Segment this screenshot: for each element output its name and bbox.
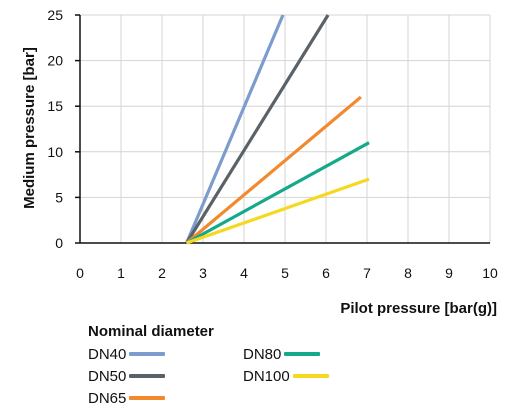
x-tick-label: 6 [322, 265, 330, 281]
series-line-dn100 [186, 177, 370, 245]
x-tick-label: 1 [117, 265, 125, 281]
x-tick-label: 7 [363, 265, 371, 281]
legend-item-dn50: DN50 [88, 365, 243, 387]
x-tick-label: 5 [281, 265, 289, 281]
x-tick-label: 10 [482, 265, 498, 281]
legend-swatch-dn40 [129, 352, 166, 356]
legend-item-dn100: DN100 [243, 365, 383, 387]
series-line-dn65 [185, 95, 362, 245]
x-tick-label: 9 [445, 265, 453, 281]
series-line-dn40 [185, 14, 285, 244]
legend-swatch-dn50 [129, 374, 166, 378]
axes [75, 14, 490, 244]
legend-swatch-dn65 [129, 396, 166, 400]
legend: Nominal diameter DN40 DN50 DN65 DN80 DN1… [88, 322, 388, 409]
legend-swatch-dn100 [292, 374, 329, 378]
legend-label-dn80: DN80 [243, 345, 282, 363]
legend-item-dn65: DN65 [88, 387, 243, 409]
series-line-dn80 [185, 141, 370, 245]
legend-swatch-dn80 [284, 352, 321, 356]
x-tick-label: 0 [76, 265, 84, 281]
legend-label-dn65: DN65 [88, 389, 127, 407]
legend-label-dn100: DN100 [243, 367, 290, 385]
legend-label-dn40: DN40 [88, 345, 127, 363]
legend-item-dn80: DN80 [243, 343, 383, 365]
x-tick-label: 8 [404, 265, 412, 281]
legend-title: Nominal diameter [88, 323, 214, 340]
y-tick-label: 5 [55, 189, 63, 205]
y-tick-label: 25 [47, 7, 63, 23]
series-line-dn50 [185, 14, 330, 244]
y-tick-label: 20 [47, 53, 63, 69]
legend-item-dn40: DN40 [88, 343, 243, 365]
legend-label-dn50: DN50 [88, 367, 127, 385]
y-axis-title: Medium pressure [bar] [21, 47, 38, 209]
y-tick-label: 10 [47, 144, 63, 160]
x-tick-label: 3 [199, 265, 207, 281]
x-axis-title: Pilot pressure [bar(g)] [340, 300, 497, 317]
grid [80, 14, 491, 243]
y-tick-label: 15 [47, 98, 63, 114]
x-tick-label: 4 [240, 265, 248, 281]
series-lines [185, 14, 370, 245]
x-tick-label: 2 [158, 265, 166, 281]
legend-items: DN40 DN50 DN65 DN80 DN100 [88, 343, 388, 409]
tick-labels: 0 1 2 3 4 5 6 7 8 9 10 0 5 10 15 20 25 [47, 7, 498, 281]
y-tick-label: 0 [55, 235, 63, 251]
